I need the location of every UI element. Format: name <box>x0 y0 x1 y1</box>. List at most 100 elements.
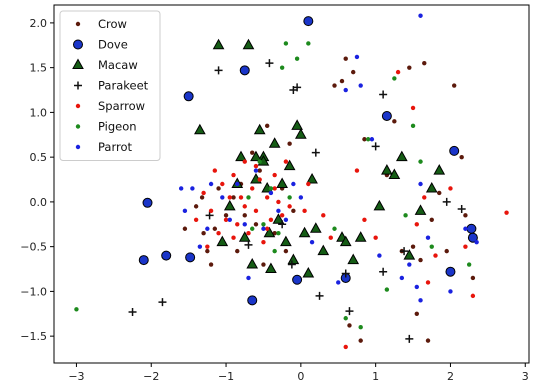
crow-point <box>205 248 210 254</box>
pigeon-point <box>246 195 251 200</box>
parrot-point <box>336 280 341 285</box>
sparrow-point <box>321 213 326 218</box>
series-pigeon <box>74 41 472 330</box>
x-tick-label: 1 <box>372 370 379 383</box>
pigeon-point <box>365 137 371 142</box>
crow-point <box>332 83 337 88</box>
sparrow-point <box>242 159 247 164</box>
legend-entry: Dove <box>73 38 128 52</box>
parrot-point <box>448 289 453 294</box>
macaw-point <box>194 123 206 135</box>
legend-label: Crow <box>98 17 127 31</box>
parakeet-point <box>158 298 167 307</box>
parakeet-point <box>405 334 414 343</box>
parakeet-point <box>265 59 274 68</box>
legend-box <box>59 10 161 161</box>
legend-marker-parakeet <box>74 81 82 90</box>
pigeon-point <box>429 244 434 249</box>
crow-point <box>182 226 188 231</box>
sparrow-point <box>306 181 311 187</box>
crow-point <box>212 226 218 231</box>
x-tick-label: −2 <box>143 370 159 383</box>
x-tick-label: 2 <box>447 370 454 383</box>
sparrow-point <box>253 208 259 214</box>
sparrow-point <box>504 210 509 215</box>
parakeet-point <box>371 142 380 151</box>
y-tick-label: −0.5 <box>20 241 47 254</box>
legend-marker-parrot <box>75 144 81 150</box>
parakeet-point <box>214 66 223 75</box>
dove-point <box>445 266 456 277</box>
legend-entry: Macaw <box>72 58 138 72</box>
dove-point <box>247 295 258 306</box>
legend-label: Dove <box>98 38 128 52</box>
pigeon-point <box>74 307 79 312</box>
parakeet-point <box>244 240 253 249</box>
parakeet-point <box>315 291 324 300</box>
pigeon-point <box>332 226 337 231</box>
legend-entry: Sparrow <box>75 99 145 113</box>
sparrow-point <box>373 235 378 240</box>
crow-point <box>470 275 476 281</box>
macaw-point <box>246 258 259 269</box>
crow-point <box>201 231 206 236</box>
legend-marker-sparrow <box>75 103 81 109</box>
parrot-point <box>358 83 363 88</box>
sparrow-point <box>302 208 307 214</box>
parrot-point <box>377 253 382 258</box>
macaw-point <box>223 199 236 211</box>
crow-point <box>223 213 229 218</box>
legend-label: Pigeon <box>98 120 137 134</box>
macaw-point <box>347 253 360 265</box>
y-tick-label: 1.5 <box>30 62 48 75</box>
crow-point <box>291 208 296 214</box>
pigeon-point <box>287 195 292 200</box>
parakeet-point <box>400 247 409 256</box>
crow-point <box>231 195 236 200</box>
pigeon-point <box>276 231 281 236</box>
crow-point <box>339 78 345 84</box>
parrot-point <box>418 298 423 303</box>
sparrow-point <box>343 344 348 350</box>
sparrow-point <box>395 69 401 75</box>
parrot-point <box>418 13 423 18</box>
sparrow-point <box>250 186 255 191</box>
crow-point <box>343 56 348 61</box>
series-parakeet <box>128 59 466 343</box>
parrot-point <box>276 208 281 214</box>
y-tick-label: 0.0 <box>30 196 48 209</box>
sparrow-point <box>279 213 285 218</box>
sparrow-point <box>201 190 206 196</box>
sparrow-point <box>216 231 221 236</box>
legend: Crow Dove Macaw Parakeet Sparrow Pigeon Parrot <box>59 10 161 161</box>
crow-point <box>422 60 427 66</box>
parrot-point <box>246 275 251 281</box>
parrot-point <box>425 235 431 240</box>
macaw-point <box>212 38 225 50</box>
crow-point <box>451 83 457 88</box>
sparrow-point <box>283 159 289 164</box>
crow-point <box>351 69 356 75</box>
x-tick-label: 0 <box>297 370 304 383</box>
parakeet-point <box>293 83 302 92</box>
parrot-point <box>474 239 479 245</box>
y-tick-label: 0.5 <box>30 151 48 164</box>
legend-entry: Pigeon <box>75 120 137 134</box>
parrot-point <box>418 181 423 187</box>
sparrow-point <box>208 208 214 214</box>
sparrow-point <box>235 222 240 227</box>
crow-point <box>216 186 221 191</box>
parrot-point <box>343 87 348 93</box>
parrot-point <box>298 195 304 200</box>
sparrow-point <box>410 105 416 111</box>
sparrow-point <box>257 177 262 182</box>
sparrow-point <box>193 217 199 222</box>
y-tick-label: −1.5 <box>20 330 47 343</box>
sparrow-point <box>205 244 210 249</box>
pigeon-point <box>272 248 277 254</box>
pigeon-point <box>261 222 266 227</box>
crow-point <box>242 213 247 218</box>
crow-point <box>347 323 352 328</box>
parrot-point <box>283 217 289 222</box>
pigeon-point <box>268 186 274 191</box>
